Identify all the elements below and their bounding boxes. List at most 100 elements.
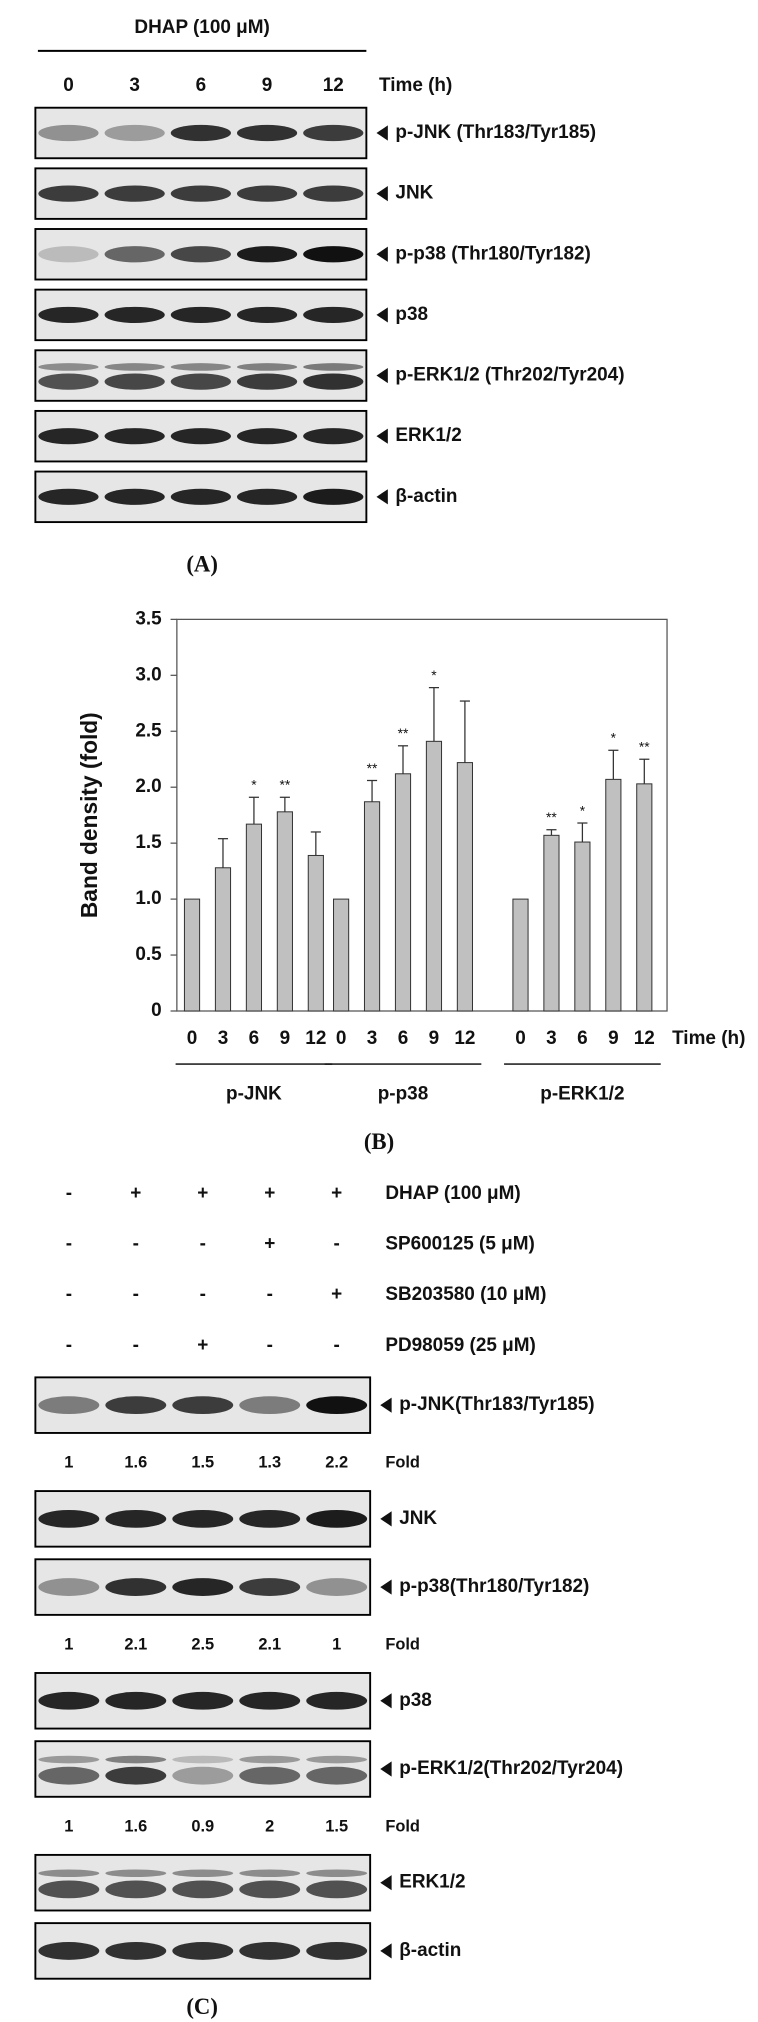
band (306, 1766, 368, 1785)
fold-label: Fold (385, 1454, 420, 1472)
fold-value: 1.6 (124, 1817, 147, 1835)
band (239, 1766, 301, 1785)
band (306, 1942, 368, 1960)
significance: * (580, 802, 586, 818)
band (172, 1766, 234, 1785)
arrow (376, 246, 388, 262)
band (303, 428, 364, 445)
fold-value: 1.5 (325, 1817, 348, 1835)
fold-label: Fold (385, 1817, 420, 1835)
band (38, 185, 99, 202)
band (172, 1880, 234, 1899)
x-axis-label: Time (h) (672, 1028, 745, 1049)
band (172, 1942, 234, 1960)
treatment-sign: - (267, 1335, 273, 1356)
x-tick-label: 3 (367, 1028, 378, 1049)
band (303, 306, 364, 323)
lane-label: 6 (196, 75, 207, 96)
bar (245, 823, 263, 1012)
band (306, 1396, 368, 1415)
treatment-sign: - (66, 1183, 72, 1204)
y-axis-label: Band density (fold) (76, 712, 102, 918)
x-tick-label: 0 (336, 1028, 347, 1049)
band (38, 363, 99, 371)
band (104, 488, 165, 505)
treatment-sign: + (331, 1284, 342, 1305)
band (239, 1396, 301, 1415)
band (38, 428, 99, 445)
band (38, 1396, 100, 1415)
bar (214, 867, 232, 1012)
fold-label: Fold (385, 1636, 420, 1654)
x-tick-label: 6 (249, 1028, 260, 1049)
x-tick-label: 0 (515, 1028, 526, 1049)
bar (394, 773, 412, 1012)
band (104, 124, 165, 142)
lane-label: 0 (63, 75, 74, 96)
band (105, 1766, 167, 1785)
x-tick-label: 12 (454, 1028, 475, 1049)
band (239, 1880, 301, 1899)
arrow (376, 367, 388, 384)
fold-value: 2.5 (191, 1636, 214, 1654)
band (239, 1691, 301, 1710)
band (306, 1509, 368, 1528)
fold-value: 1 (64, 1817, 73, 1835)
treatment-sign: - (334, 1234, 340, 1255)
bar (636, 783, 653, 1012)
band (38, 246, 99, 263)
band (170, 185, 231, 202)
treatment-label: DHAP (100 μM) (134, 17, 269, 38)
band (306, 1880, 368, 1899)
x-tick-label: 3 (218, 1028, 229, 1049)
significance: ** (398, 725, 409, 741)
blot-label: JNK (395, 183, 433, 204)
fold-value: 1 (64, 1454, 73, 1472)
fold-value: 1.6 (124, 1454, 147, 1472)
treatment-sign: + (130, 1183, 141, 1204)
significance: * (251, 777, 257, 793)
y-tick-label: 0.5 (135, 944, 161, 965)
blot-label: p38 (399, 1690, 432, 1711)
bar (183, 898, 201, 1012)
band (105, 1578, 167, 1596)
treatment-sign: - (200, 1284, 206, 1305)
treatment-sign: + (264, 1183, 275, 1204)
treatment-sign: - (133, 1234, 139, 1255)
arrow (376, 489, 388, 505)
band (105, 1691, 167, 1710)
band (236, 363, 298, 371)
blot-label: p-p38 (Thr180/Tyr182) (395, 243, 590, 264)
band (239, 1509, 301, 1528)
treatment-label: PD98059 (25 μM) (385, 1335, 536, 1356)
band (38, 1509, 100, 1528)
bar (543, 834, 560, 1012)
band (239, 1869, 301, 1878)
band (239, 1578, 301, 1596)
band (104, 185, 165, 202)
band (38, 1869, 100, 1878)
treatment-label: SB203580 (10 μM) (385, 1284, 546, 1305)
blot-label: p-ERK1/2(Thr202/Tyr204) (399, 1758, 623, 1779)
bar (425, 740, 443, 1012)
bar (363, 801, 381, 1012)
band (38, 1766, 100, 1785)
arrow (380, 1761, 392, 1777)
band (303, 185, 364, 202)
band (104, 246, 165, 263)
band (104, 363, 165, 371)
fold-value: 1 (64, 1636, 73, 1654)
x-tick-label: 12 (634, 1028, 655, 1049)
bar (512, 898, 529, 1012)
treatment-sign: + (197, 1335, 208, 1356)
treatment-sign: - (133, 1335, 139, 1356)
fold-value: 0.9 (191, 1817, 214, 1835)
band (172, 1869, 234, 1878)
y-tick-label: 3.0 (135, 664, 161, 685)
fold-value: 1.3 (258, 1454, 281, 1472)
band (104, 373, 165, 390)
fold-value: 2.1 (258, 1636, 281, 1654)
arrow (380, 1875, 392, 1891)
arrow (376, 186, 388, 202)
